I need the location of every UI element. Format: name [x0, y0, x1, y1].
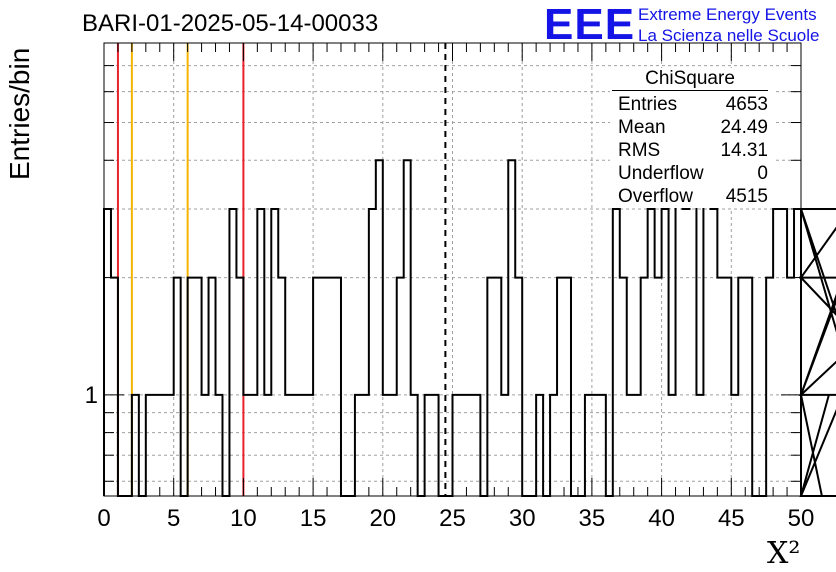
- x-tick-label: 50: [788, 505, 815, 532]
- x-tick-label: 30: [509, 505, 536, 532]
- stats-row-overflow: Overflow 4515: [610, 185, 774, 208]
- x-axis-label: X²: [767, 536, 801, 571]
- stats-value: 4653: [725, 94, 768, 115]
- stats-row-entries: Entries 4653: [610, 93, 774, 116]
- stats-title: ChiSquare: [612, 68, 768, 91]
- stats-value: 14.31: [720, 140, 768, 161]
- x-tick-label: 15: [300, 505, 327, 532]
- plot-frame: [103, 42, 802, 497]
- x-tick-label: 10: [230, 505, 257, 532]
- stats-row-rms: RMS 14.31: [610, 139, 774, 162]
- stats-label: RMS: [618, 140, 661, 161]
- stats-label: Mean: [618, 117, 666, 138]
- x-tick-label: 0: [97, 505, 110, 532]
- x-tick-label: 45: [718, 505, 745, 532]
- logo-mark: EEE: [544, 0, 636, 49]
- x-tick-label: 40: [648, 505, 675, 532]
- x-tick-label: 35: [579, 505, 606, 532]
- x-tick-label: 5: [167, 505, 180, 532]
- y-axis-label: Entries/bin: [4, 47, 35, 180]
- stats-row-underflow: Underflow 0: [610, 162, 774, 185]
- stats-value: 0: [757, 163, 768, 184]
- x-tick-label: 20: [369, 505, 396, 532]
- histogram-outline: [103, 159, 836, 497]
- stats-value: 4515: [725, 186, 768, 207]
- logo-line-1: Extreme Energy Events: [638, 5, 817, 24]
- stats-row-mean: Mean 24.49: [610, 116, 774, 139]
- run-title: BARI-01-2025-05-14-00033: [82, 10, 379, 37]
- stats-label: Underflow: [618, 163, 704, 184]
- stats-value: 24.49: [720, 117, 768, 138]
- x-tick-label: 25: [439, 505, 466, 532]
- stats-label: Overflow: [618, 186, 693, 207]
- stats-box: ChiSquare Entries 4653 Mean 24.49 RMS 14…: [610, 68, 774, 208]
- y-tick-label: 1: [85, 382, 98, 409]
- stats-label: Entries: [618, 94, 678, 115]
- logo-line-2: La Scienza nelle Scuole: [638, 26, 820, 45]
